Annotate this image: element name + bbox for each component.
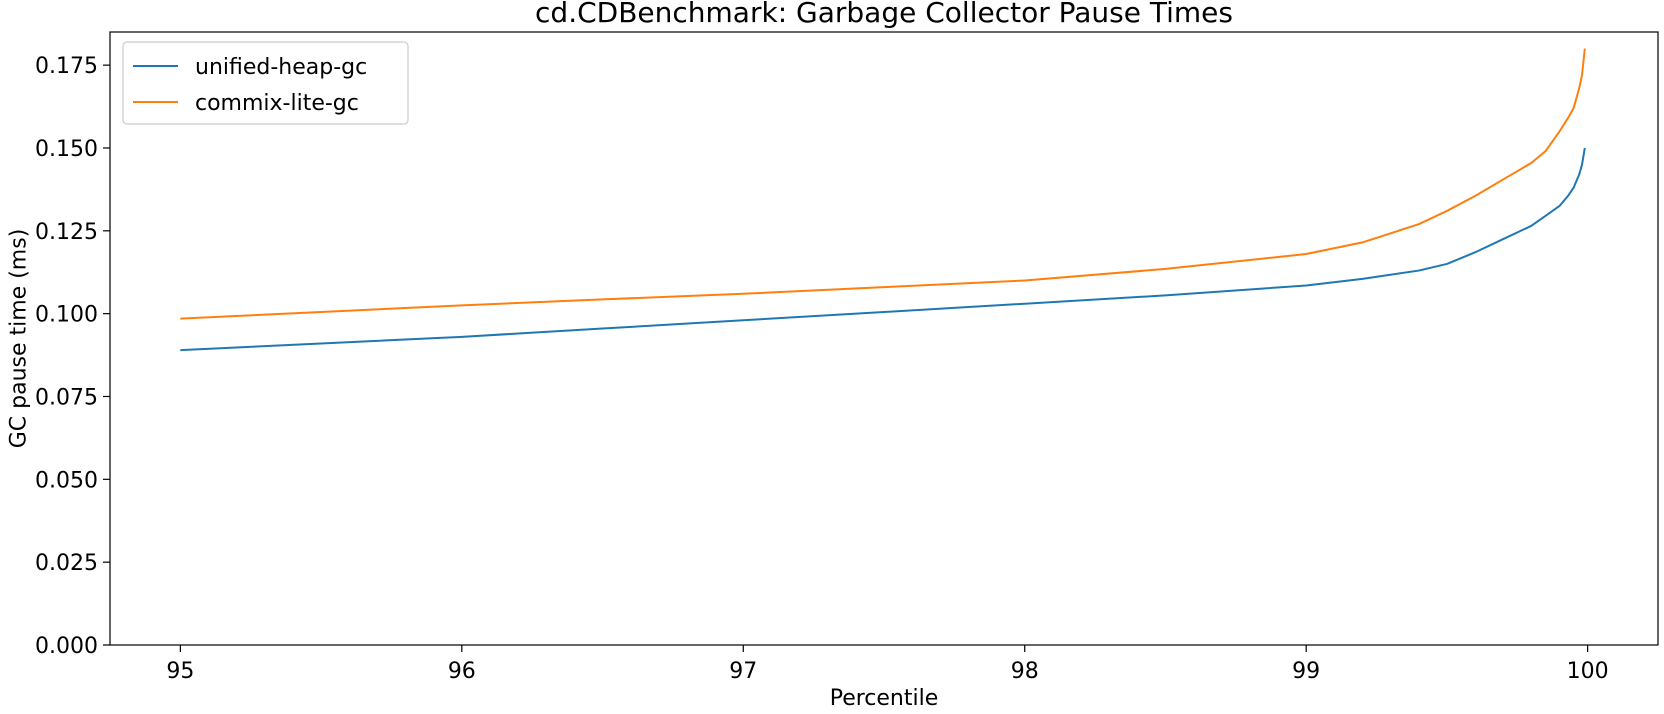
x-tick-label: 97 xyxy=(729,659,757,684)
y-tick-label: 0.125 xyxy=(35,220,98,245)
series-layer xyxy=(180,48,1586,352)
legend: unified-heap-gc commix-lite-gc xyxy=(122,41,409,125)
y-tick-label: 0.050 xyxy=(35,468,98,493)
y-tick-label: 0.025 xyxy=(35,551,98,576)
y-tick-label: 0.100 xyxy=(35,303,98,328)
chart-title: cd.CDBenchmark: Garbage Collector Pause … xyxy=(535,0,1233,29)
x-tick-label: 100 xyxy=(1567,659,1609,684)
x-tick-label: 95 xyxy=(166,659,194,684)
legend-label: commix-lite-gc xyxy=(195,91,359,116)
series-line-commix-lite-gc xyxy=(180,48,1586,320)
x-tick-label: 96 xyxy=(448,659,476,684)
y-tick-label: 0.175 xyxy=(35,54,98,79)
legend-label: unified-heap-gc xyxy=(195,55,367,80)
y-axis-label: GC pause time (ms) xyxy=(7,229,32,449)
x-axis-label: Percentile xyxy=(830,686,939,710)
y-tick-label: 0.000 xyxy=(35,634,98,659)
x-tick-label: 99 xyxy=(1292,659,1320,684)
x-tick-label: 98 xyxy=(1011,659,1039,684)
y-tick-label: 0.075 xyxy=(35,385,98,410)
series-line-unified-heap-gc xyxy=(180,147,1586,352)
y-tick-label: 0.150 xyxy=(35,137,98,162)
axes-frame xyxy=(109,31,1659,646)
legend-box xyxy=(122,41,409,125)
axes-layer: 95 96 97 98 99 100 0.000 0.025 0.050 0.075 0.100 0.… xyxy=(35,31,1659,684)
